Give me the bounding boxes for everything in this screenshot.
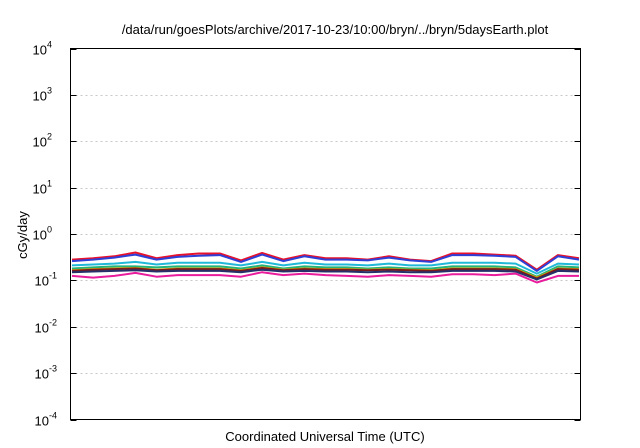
series-lines bbox=[71, 251, 580, 284]
grid-lines bbox=[70, 95, 581, 374]
y-tick-label: 102 bbox=[33, 132, 52, 150]
y-tick-label: 100 bbox=[33, 225, 52, 243]
series-line bbox=[71, 264, 580, 278]
y-tick-label: 10-2 bbox=[35, 318, 57, 336]
series-line bbox=[71, 267, 580, 280]
y-tick-label: 104 bbox=[33, 40, 52, 58]
axes: 10-4 10-3 10-2 10-1 100 101 102 103 104 bbox=[33, 40, 581, 429]
y-tick-label: 10-1 bbox=[35, 271, 57, 289]
y-tick-label: 101 bbox=[33, 179, 52, 197]
x-axis-label: Coordinated Universal Time (UTC) bbox=[225, 429, 424, 444]
series-line bbox=[71, 251, 580, 271]
y-axis-label: cGy/day bbox=[15, 211, 30, 259]
series-line bbox=[71, 271, 579, 284]
series-line bbox=[71, 260, 580, 275]
chart-title: /data/run/goesPlots/archive/2017-10-23/1… bbox=[122, 22, 549, 37]
series-line bbox=[71, 268, 580, 281]
series-line bbox=[71, 253, 580, 272]
plot-frame bbox=[70, 48, 581, 420]
y-tick-label: 10-3 bbox=[35, 364, 57, 382]
y-tick-label: 103 bbox=[33, 86, 52, 104]
y-tick-label: 10-4 bbox=[35, 411, 57, 429]
